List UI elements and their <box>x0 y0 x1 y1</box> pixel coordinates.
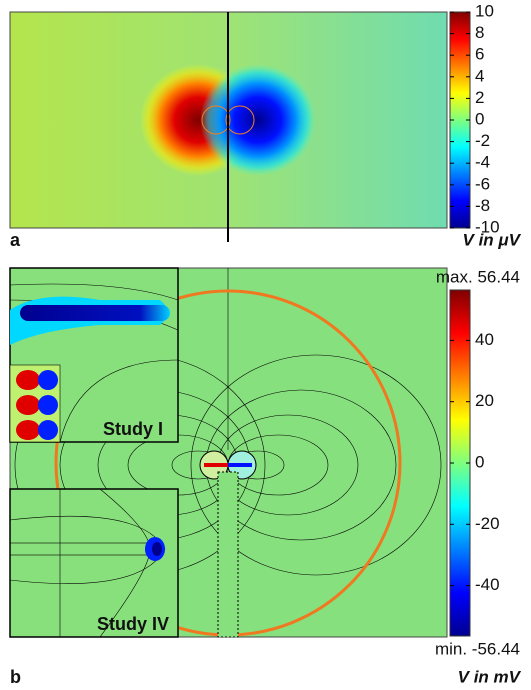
tick-label: -2 <box>475 131 490 150</box>
tick-label: 0 <box>475 452 484 471</box>
tick-label: -10 <box>475 217 500 236</box>
tick-label: 6 <box>475 45 484 64</box>
electrode-shaft <box>217 471 239 638</box>
panel-b: Study I Study IV b V in mV <box>9 267 522 687</box>
unit-label: V in μV <box>463 230 522 249</box>
limit-label: max. 56.44 <box>436 267 520 286</box>
panel-label: b <box>10 667 21 687</box>
tick-label: 2 <box>475 88 484 107</box>
inset-study-4: Study IV <box>9 488 179 638</box>
unit-label: V in mV <box>458 667 522 686</box>
limit-label: min. -56.44 <box>435 639 520 658</box>
tick-label: -40 <box>475 575 500 594</box>
electrode <box>225 105 255 135</box>
negative-pole <box>228 463 252 467</box>
tick-label: 4 <box>475 66 484 85</box>
tick-label: -4 <box>475 153 490 172</box>
tick-label: -8 <box>475 196 490 215</box>
tick-label: -6 <box>475 174 490 193</box>
tick-label: 40 <box>475 330 494 349</box>
inset-study-1: Study I <box>9 267 179 443</box>
inset-label: Study I <box>103 419 163 439</box>
tick-label: 20 <box>475 391 494 410</box>
tick-label: 10 <box>475 1 494 20</box>
panel-label: a <box>10 230 21 250</box>
tick-label: -20 <box>475 514 500 533</box>
inset-label: Study IV <box>97 614 169 634</box>
positive-pole <box>204 463 228 467</box>
tick-label: 8 <box>475 23 484 42</box>
negative-pole <box>200 64 316 176</box>
tick-label: 0 <box>475 109 484 128</box>
panel-a: a V in μV <box>9 11 522 250</box>
electrode <box>201 105 231 135</box>
